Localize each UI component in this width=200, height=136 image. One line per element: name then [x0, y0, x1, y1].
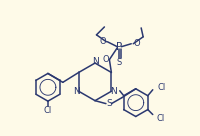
Text: Cl: Cl	[158, 83, 166, 92]
Text: N: N	[73, 87, 80, 96]
Text: O: O	[102, 55, 109, 64]
Text: N: N	[92, 57, 98, 66]
Text: Cl: Cl	[157, 114, 165, 123]
Text: P: P	[116, 42, 122, 52]
Text: O: O	[133, 39, 140, 48]
Text: Cl: Cl	[44, 106, 52, 115]
Text: S: S	[117, 58, 122, 67]
Text: N: N	[110, 87, 117, 96]
Text: O: O	[99, 37, 106, 46]
Text: S: S	[106, 99, 112, 108]
